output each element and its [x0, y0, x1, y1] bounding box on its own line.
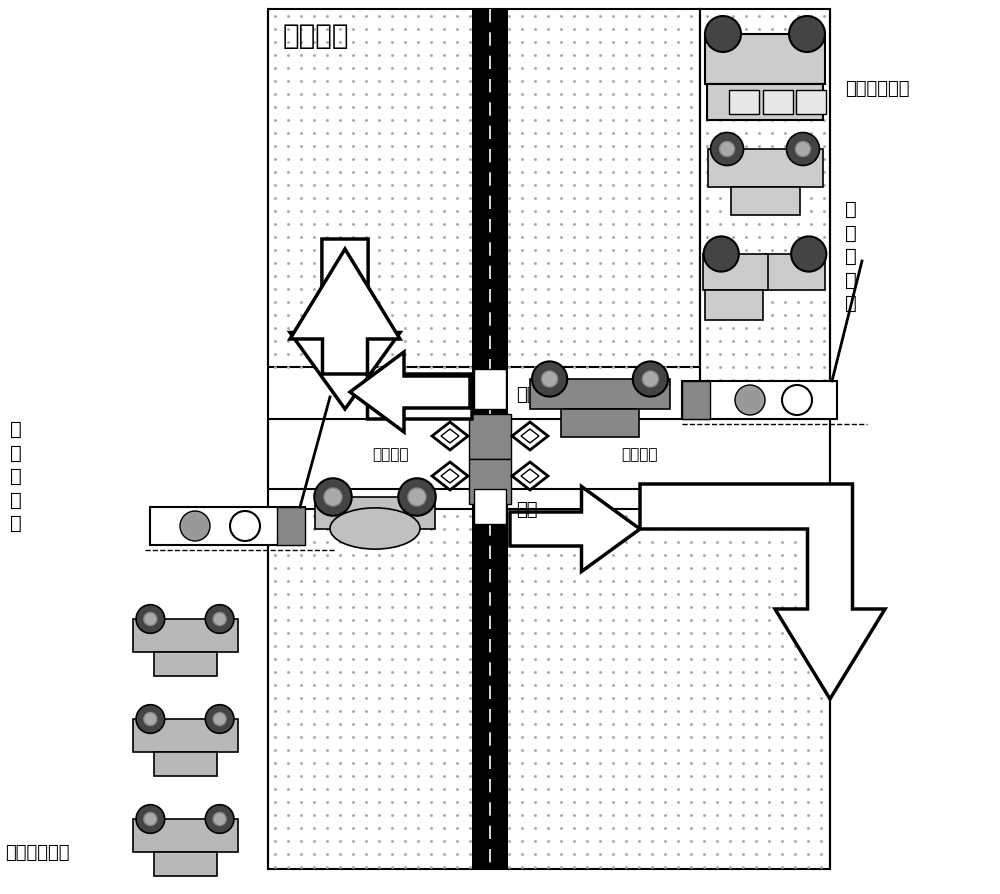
Polygon shape	[521, 469, 539, 484]
Text: 入口: 入口	[516, 501, 538, 519]
Bar	[469, 460, 511, 504]
Polygon shape	[432, 423, 468, 451]
Bar	[277, 508, 305, 545]
Bar	[469, 415, 511, 460]
Bar	[700, 10, 830, 409]
Bar	[707, 84, 823, 121]
Bar	[133, 819, 238, 852]
Circle shape	[398, 478, 436, 516]
Bar	[763, 90, 793, 115]
Bar	[268, 419, 830, 489]
Circle shape	[791, 237, 826, 273]
Bar	[705, 35, 825, 84]
Text: 双向闸机: 双向闸机	[622, 447, 658, 462]
Text: 通
行
指
示
灯: 通 行 指 示 灯	[10, 419, 22, 533]
Bar	[154, 752, 217, 776]
Bar	[682, 382, 710, 419]
Polygon shape	[350, 352, 470, 433]
Bar	[705, 291, 763, 321]
Bar	[730, 187, 800, 215]
Bar	[729, 90, 759, 115]
Text: 第一排队通道: 第一排队通道	[5, 843, 70, 861]
Polygon shape	[521, 429, 539, 443]
Circle shape	[720, 142, 735, 157]
Circle shape	[532, 362, 567, 397]
Circle shape	[144, 612, 157, 626]
Bar	[474, 369, 506, 409]
Bar	[315, 497, 435, 529]
Circle shape	[735, 385, 765, 416]
Circle shape	[782, 385, 812, 416]
Bar	[474, 489, 506, 525]
Bar	[154, 652, 217, 677]
Circle shape	[144, 813, 157, 825]
Circle shape	[711, 133, 744, 166]
Circle shape	[542, 372, 558, 388]
Circle shape	[314, 478, 352, 516]
Bar	[708, 150, 822, 187]
Circle shape	[213, 813, 226, 825]
Circle shape	[230, 511, 260, 542]
Polygon shape	[640, 485, 885, 699]
Polygon shape	[512, 423, 548, 451]
Bar	[472, 10, 508, 869]
Circle shape	[136, 805, 165, 833]
Text: 双向闸机: 双向闸机	[372, 447, 408, 462]
Circle shape	[633, 362, 668, 397]
Circle shape	[205, 605, 234, 634]
Bar	[702, 255, 768, 291]
Bar	[682, 382, 837, 419]
Circle shape	[144, 713, 157, 726]
Bar	[268, 510, 830, 869]
Polygon shape	[290, 249, 472, 419]
Bar	[561, 410, 639, 438]
Bar	[133, 719, 238, 752]
Bar	[154, 852, 217, 876]
Circle shape	[789, 17, 825, 53]
Bar	[150, 508, 305, 545]
Circle shape	[408, 488, 426, 506]
Circle shape	[642, 372, 658, 388]
Polygon shape	[432, 462, 468, 491]
Circle shape	[795, 142, 810, 157]
Circle shape	[205, 805, 234, 833]
Ellipse shape	[330, 509, 420, 550]
Bar	[530, 380, 670, 410]
Polygon shape	[290, 240, 400, 409]
Polygon shape	[441, 429, 459, 443]
Circle shape	[213, 713, 226, 726]
Bar	[796, 90, 826, 115]
Circle shape	[324, 488, 342, 506]
Circle shape	[205, 704, 234, 733]
Polygon shape	[510, 487, 640, 572]
Circle shape	[786, 133, 819, 166]
Text: 第二排队通道: 第二排队通道	[845, 80, 910, 97]
Circle shape	[704, 237, 739, 273]
Bar	[133, 620, 238, 652]
Circle shape	[705, 17, 741, 53]
Circle shape	[180, 511, 210, 542]
Text: 出口: 出口	[516, 385, 538, 403]
Text: 正常情况: 正常情况	[283, 22, 350, 50]
Polygon shape	[441, 469, 459, 484]
Bar	[268, 10, 700, 367]
Circle shape	[213, 612, 226, 626]
Bar	[765, 255, 825, 291]
Circle shape	[136, 605, 165, 634]
Text: 通
行
指
示
灯: 通 行 指 示 灯	[845, 199, 857, 313]
Polygon shape	[512, 462, 548, 491]
Circle shape	[136, 704, 165, 733]
